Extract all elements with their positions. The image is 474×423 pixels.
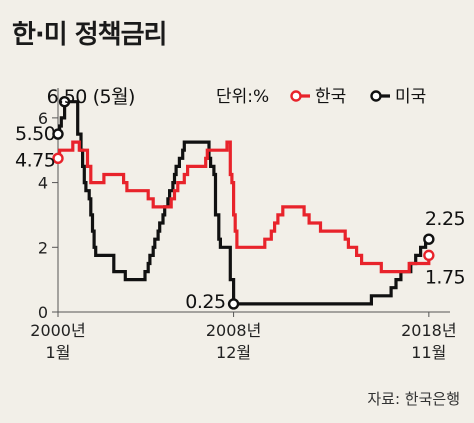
x-tick-label-year: 2000년: [30, 321, 85, 340]
legend-korea-swatch-marker: [290, 90, 302, 102]
x-tick-label-year: 2018년: [401, 321, 456, 340]
value-annotation: 0.25: [185, 291, 225, 313]
unit-label: 단위:%: [216, 87, 269, 107]
value-annotation: 6.50: [47, 86, 87, 108]
value-annotation: 5.50: [15, 123, 55, 145]
korea-marker: [52, 152, 64, 165]
chart-title: 한·미 정책금리: [12, 20, 167, 50]
y-tick-label: 0: [38, 303, 48, 322]
korea-rate-line: [58, 140, 431, 274]
us-marker: [58, 96, 71, 108]
us-marker: [227, 298, 240, 310]
y-tick-label: 4: [38, 174, 48, 193]
y-tick-label: 2: [38, 238, 48, 257]
x-tick-label-year: 2008년: [206, 321, 261, 340]
legend-us-label: 미국: [395, 87, 426, 107]
x-tick-label-month: 11월: [411, 343, 446, 362]
us-rate-line: [58, 100, 429, 306]
us-marker: [423, 233, 435, 245]
value-annotation: 4.75: [15, 149, 55, 171]
korea-marker: [423, 249, 435, 262]
legend-us-swatch-marker: [370, 90, 382, 102]
value-annotation: 2.25: [425, 208, 465, 230]
value-annotation: (5월): [93, 86, 135, 108]
x-tick-label-month: 1월: [46, 343, 71, 362]
legend-korea-label: 한국: [315, 87, 346, 107]
y-tick-label: 6: [38, 109, 48, 128]
source-note: 자료: 한국은행: [367, 390, 460, 408]
x-tick-label-month: 12월: [216, 343, 251, 362]
us-marker: [52, 128, 64, 140]
value-annotation: 1.75: [425, 266, 465, 288]
